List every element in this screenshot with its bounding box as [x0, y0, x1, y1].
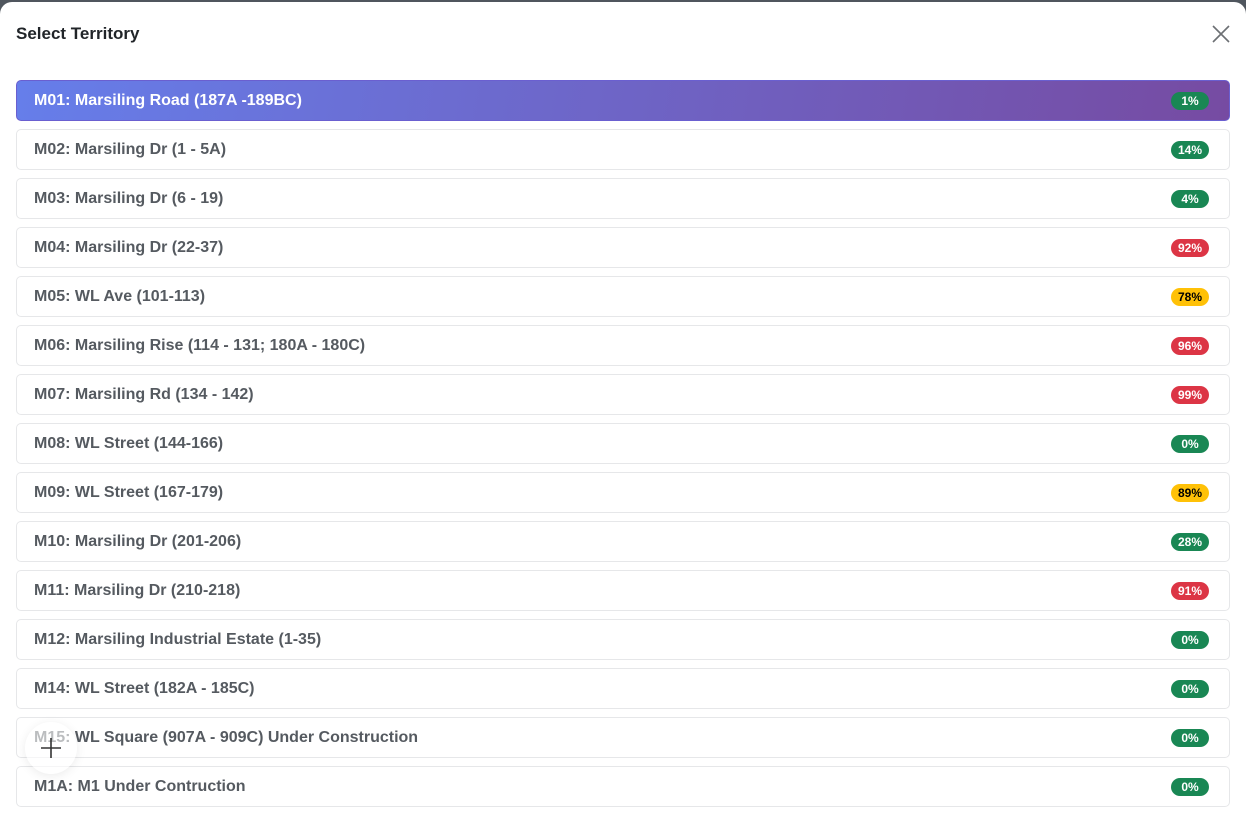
progress-badge: 91% [1171, 581, 1209, 600]
territory-item[interactable]: M08: WL Street (144-166) 0% [16, 423, 1230, 464]
territory-item[interactable]: M05: WL Ave (101-113) 78% [16, 276, 1230, 317]
territory-item[interactable]: M11: Marsiling Dr (210-218) 91% [16, 570, 1230, 611]
territory-item[interactable]: M1A: M1 Under Contruction 0% [16, 766, 1230, 807]
territory-item[interactable]: M09: WL Street (167-179) 89% [16, 472, 1230, 513]
territory-item[interactable]: M10: Marsiling Dr (201-206) 28% [16, 521, 1230, 562]
progress-badge: 14% [1171, 140, 1209, 159]
territory-label: M14: WL Street (182A - 185C) [34, 679, 255, 697]
territory-item[interactable]: M04: Marsiling Dr (22-37) 92% [16, 227, 1230, 268]
progress-badge: 0% [1171, 728, 1209, 747]
territory-item[interactable]: M01: Marsiling Road (187A -189BC) 1% [16, 80, 1230, 121]
territory-label: M08: WL Street (144-166) [34, 434, 224, 452]
progress-badge: 89% [1171, 483, 1209, 502]
territory-label: M04: Marsiling Dr (22-37) [34, 238, 224, 256]
progress-badge: 0% [1171, 630, 1209, 649]
progress-badge: 92% [1171, 238, 1209, 257]
progress-badge: 4% [1171, 189, 1209, 208]
territory-item[interactable]: M07: Marsiling Rd (134 - 142) 99% [16, 374, 1230, 415]
progress-badge: 0% [1171, 777, 1209, 796]
territory-label: M07: Marsiling Rd (134 - 142) [34, 385, 254, 403]
progress-badge: 99% [1171, 385, 1209, 404]
territory-item[interactable]: M06: Marsiling Rise (114 - 131; 180A - 1… [16, 325, 1230, 366]
territory-label: M11: Marsiling Dr (210-218) [34, 581, 241, 599]
plus-icon [41, 738, 61, 758]
progress-badge: 0% [1171, 679, 1209, 698]
territory-list: M01: Marsiling Road (187A -189BC) 1% M02: … [16, 80, 1230, 815]
territory-label: M09: WL Street (167-179) [34, 483, 224, 501]
territory-label: M1A: M1 Under Contruction [34, 777, 246, 795]
modal-title: Select Territory [16, 24, 140, 43]
territory-label: M01: Marsiling Road (187A -189BC) [34, 91, 302, 109]
territory-label: M03: Marsiling Dr (6 - 19) [34, 189, 224, 207]
territory-label: M05: WL Ave (101-113) [34, 287, 206, 305]
progress-badge: 28% [1171, 532, 1209, 551]
territory-item[interactable]: M15: WL Square (907A - 909C) Under Const… [16, 717, 1230, 758]
territory-label: M02: Marsiling Dr (1 - 5A) [34, 140, 227, 158]
progress-badge: 78% [1171, 287, 1209, 306]
territory-item[interactable]: M02: Marsiling Dr (1 - 5A) 14% [16, 129, 1230, 170]
progress-badge: 1% [1171, 91, 1209, 110]
territory-label: M15: WL Square (907A - 909C) Under Const… [34, 728, 419, 746]
territory-label: M10: Marsiling Dr (201-206) [34, 532, 242, 550]
close-icon[interactable] [1212, 25, 1230, 43]
territory-item[interactable]: M12: Marsiling Industrial Estate (1-35) 0… [16, 619, 1230, 660]
territory-item[interactable]: M14: WL Street (182A - 185C) 0% [16, 668, 1230, 709]
progress-badge: 0% [1171, 434, 1209, 453]
territory-item[interactable]: M03: Marsiling Dr (6 - 19) 4% [16, 178, 1230, 219]
territory-label: M06: Marsiling Rise (114 - 131; 180A - 1… [34, 336, 366, 354]
progress-badge: 96% [1171, 336, 1209, 355]
add-button[interactable] [25, 722, 77, 774]
territory-label: M12: Marsiling Industrial Estate (1-35) [34, 630, 322, 648]
